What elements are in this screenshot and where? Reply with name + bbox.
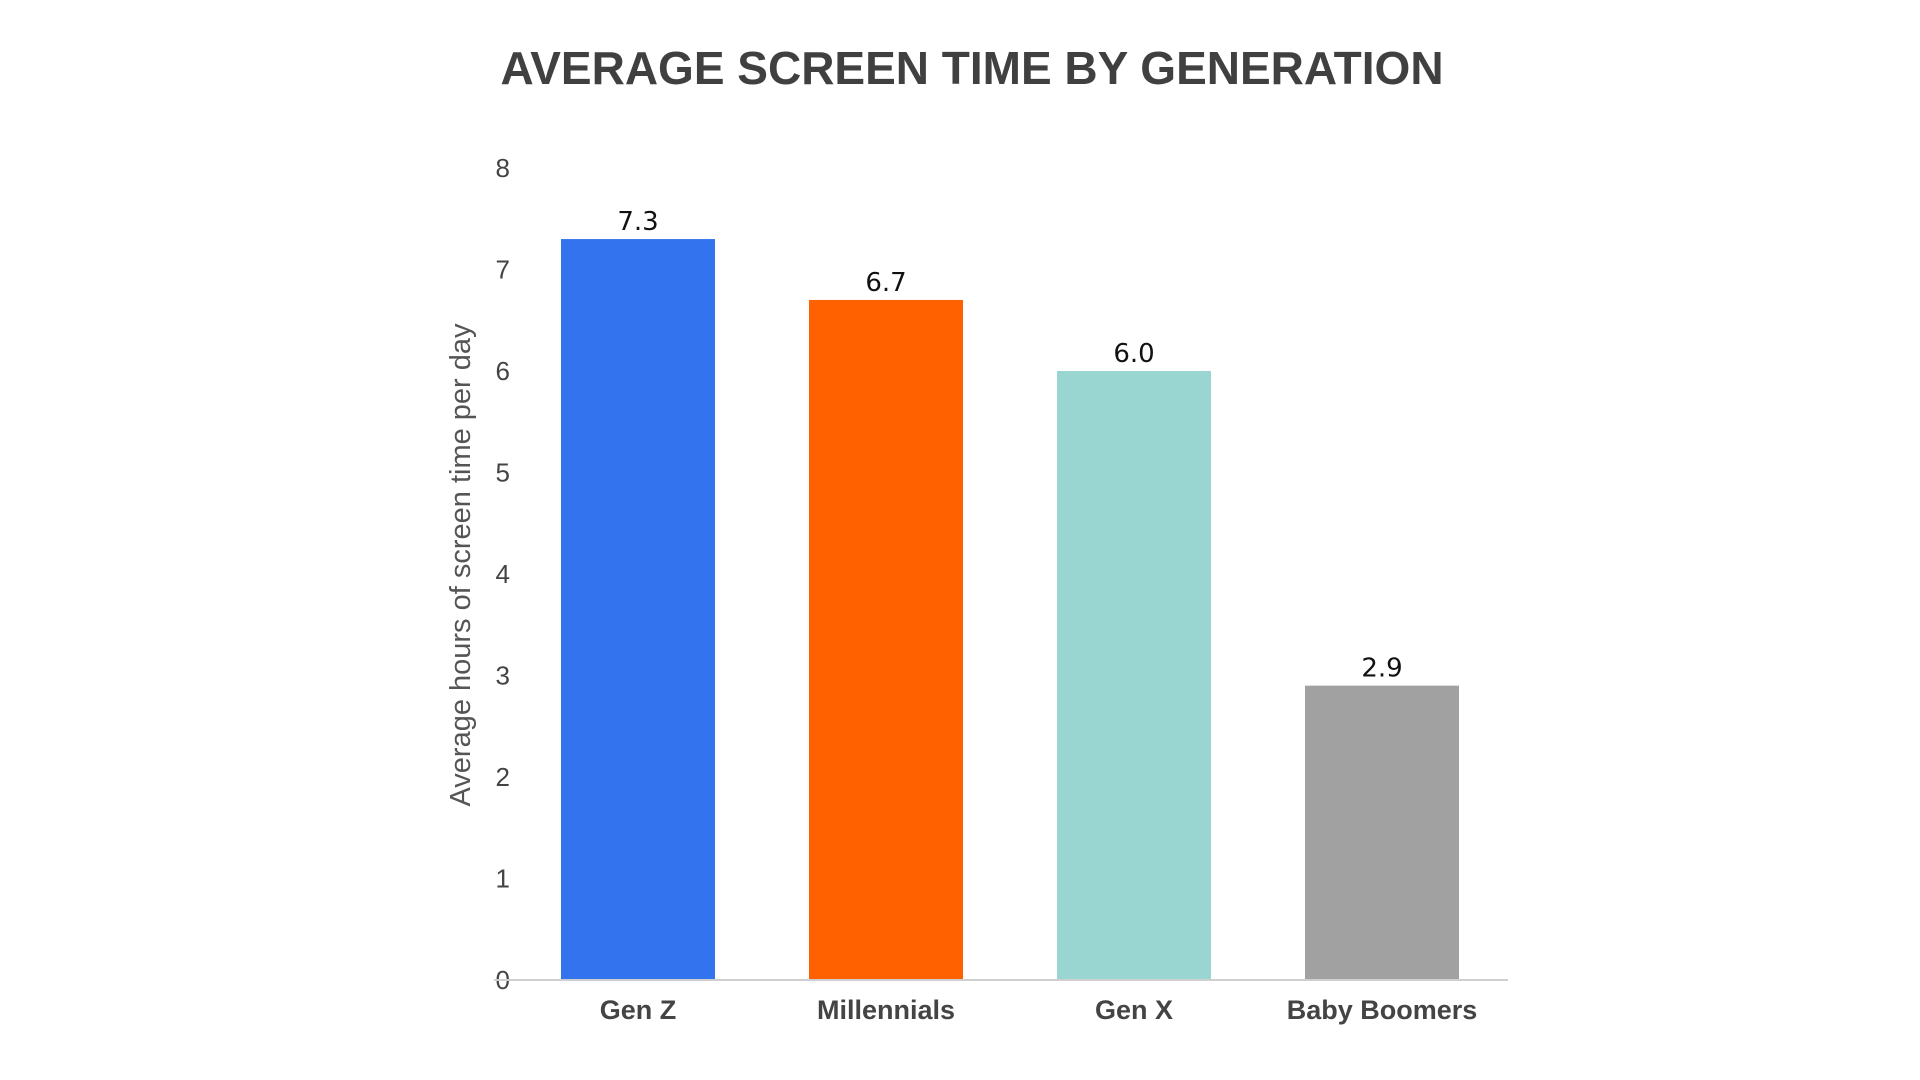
bar-value-label: 7.3 (617, 207, 658, 237)
y-tick-label: 2 (496, 762, 510, 792)
chart-title: AVERAGE SCREEN TIME BY GENERATION (500, 42, 1443, 94)
category-label: Millennials (817, 995, 955, 1025)
y-tick-label: 1 (496, 864, 510, 894)
y-tick-label: 7 (496, 255, 510, 285)
bar-value-label: 6.7 (865, 268, 906, 298)
category-labels-group: Gen Z Millennials Gen X Baby Boomers (600, 995, 1478, 1025)
bars-group (561, 239, 1459, 981)
bar (809, 299, 963, 980)
y-tick-label: 3 (496, 661, 510, 691)
bar (1057, 371, 1211, 980)
y-tick-label: 5 (496, 458, 510, 488)
bar-value-label: 6.0 (1113, 339, 1154, 369)
y-tick-label: 6 (496, 356, 510, 386)
value-labels-group: 7.3 6.7 6.0 2.9 (617, 207, 1402, 684)
y-axis-label: Average hours of screen time per day (445, 323, 477, 807)
bar-value-label: 2.9 (1361, 654, 1402, 684)
y-tick-label: 8 (496, 153, 510, 183)
category-label: Gen X (1095, 995, 1173, 1025)
bar (561, 239, 715, 981)
bar (1305, 685, 1459, 980)
category-label: Gen Z (600, 995, 677, 1025)
y-tick-label: 4 (496, 559, 510, 589)
category-label: Baby Boomers (1287, 995, 1478, 1025)
